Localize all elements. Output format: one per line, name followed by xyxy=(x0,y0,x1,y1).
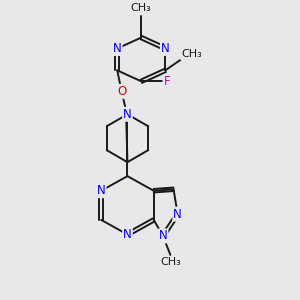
Text: N: N xyxy=(173,208,182,220)
Text: N: N xyxy=(97,184,106,197)
Text: CH₃: CH₃ xyxy=(131,3,152,14)
Text: N: N xyxy=(161,42,170,55)
Text: O: O xyxy=(117,85,126,98)
Text: N: N xyxy=(159,230,167,242)
Text: CH₃: CH₃ xyxy=(181,49,202,59)
Text: N: N xyxy=(123,228,132,241)
Text: CH₃: CH₃ xyxy=(160,257,181,267)
Text: F: F xyxy=(164,75,170,88)
Text: N: N xyxy=(123,108,132,121)
Text: N: N xyxy=(113,42,122,55)
